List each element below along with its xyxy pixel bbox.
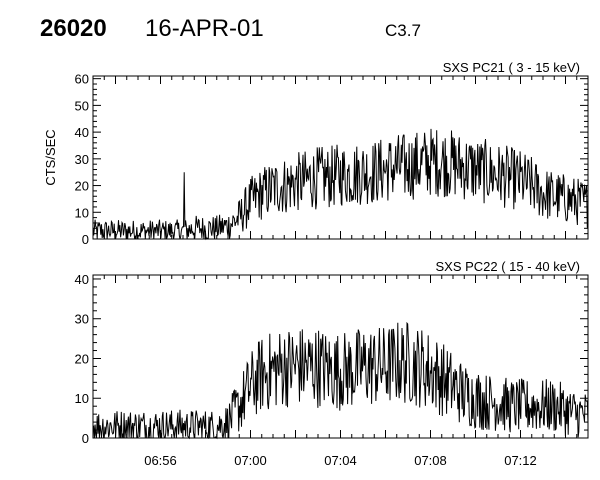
- series-line-2: [92, 321, 589, 440]
- y-tick-label-1-60: 60: [75, 72, 89, 87]
- y-axis-label-1: CTS/SEC: [43, 129, 58, 185]
- plot-frame-2: [92, 274, 589, 439]
- y-tick-label-1-20: 20: [75, 179, 89, 194]
- y-tick-label-1-30: 30: [75, 152, 89, 167]
- x-tick-label-1: 07:00: [234, 453, 267, 468]
- y-tick-label-1-0: 0: [82, 232, 89, 247]
- flare-class: C3.7: [385, 21, 421, 40]
- y-tick-label-1-50: 50: [75, 98, 89, 113]
- x-tick-label-3: 07:08: [414, 453, 447, 468]
- series-line-1: [92, 128, 589, 241]
- y-tick-label-1-40: 40: [75, 125, 89, 140]
- event-id: 26020: [40, 15, 107, 42]
- panel-title-1: SXS PC21 ( 3 - 15 keV): [443, 60, 580, 75]
- y-tick-label-2-0: 0: [82, 431, 89, 446]
- plot-frame-1: [92, 75, 589, 240]
- panel-title-2: SXS PC22 ( 15 - 40 keV): [435, 259, 580, 274]
- y-tick-label-1-10: 10: [75, 205, 89, 220]
- y-tick-label-2-40: 40: [75, 272, 89, 287]
- y-tick-label-2-10: 10: [75, 391, 89, 406]
- x-tick-label-0: 06:56: [144, 453, 177, 468]
- x-tick-label-4: 07:12: [504, 453, 537, 468]
- event-date: 16-APR-01: [145, 15, 264, 42]
- x-tick-label-2: 07:04: [324, 453, 357, 468]
- y-tick-label-2-20: 20: [75, 351, 89, 366]
- y-tick-label-2-30: 30: [75, 312, 89, 327]
